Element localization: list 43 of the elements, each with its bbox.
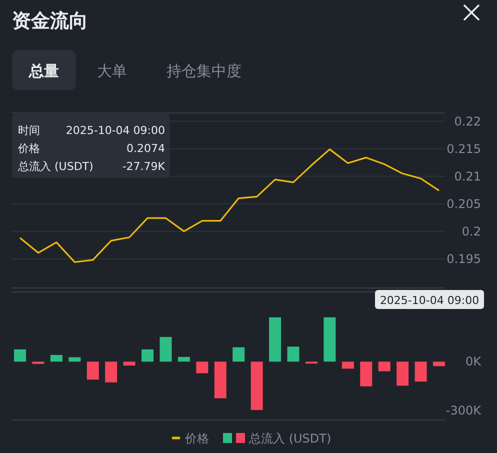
legend-label: 总流入 (USDT) — [248, 432, 332, 446]
text: 大单 — [97, 62, 127, 80]
annotation: 2025-10-04 09:00 — [66, 124, 165, 137]
bar — [160, 336, 172, 362]
bar — [86, 362, 99, 380]
text: 持仓集中度 — [166, 62, 242, 80]
y-tick-label: -300K — [446, 404, 482, 418]
bar — [396, 362, 409, 386]
y-tick-label: 0.21 — [454, 169, 481, 184]
annotation: 总流入 (USDT) — [17, 160, 94, 173]
bar — [269, 317, 282, 362]
bar — [68, 357, 81, 362]
y-tick-label: 0.2 — [462, 224, 481, 238]
bar — [360, 362, 372, 386]
bar — [105, 362, 118, 382]
bar — [287, 346, 300, 362]
bar — [196, 362, 208, 374]
legend-label: 价格 — [184, 432, 209, 446]
chart-title: 资金流向 — [12, 10, 88, 32]
y-tick-label: 0.215 — [446, 142, 481, 156]
annotation: 2025-10-04 09:00 — [380, 294, 480, 307]
bar — [214, 362, 226, 398]
annotation: 时间 — [18, 124, 40, 137]
y-tick-label: 0K — [465, 354, 482, 369]
bar — [142, 349, 154, 362]
annotation: 0.2074 — [126, 142, 165, 155]
bar — [14, 349, 26, 362]
annotation: -27.79K — [122, 160, 166, 173]
bar — [178, 356, 190, 362]
y-tick-label: 0.195 — [446, 252, 481, 266]
bar — [232, 347, 245, 362]
text: 总量 — [28, 62, 59, 80]
bar — [250, 362, 263, 410]
bar — [123, 362, 136, 366]
bar — [433, 362, 445, 366]
bar — [414, 362, 427, 382]
bar — [342, 362, 354, 369]
bar — [378, 362, 390, 372]
y-tick-label: 0.22 — [454, 114, 481, 128]
annotation: 价格 — [17, 142, 40, 155]
bar — [324, 317, 336, 362]
bar — [50, 354, 62, 362]
y-tick-label: 0.205 — [446, 196, 481, 211]
